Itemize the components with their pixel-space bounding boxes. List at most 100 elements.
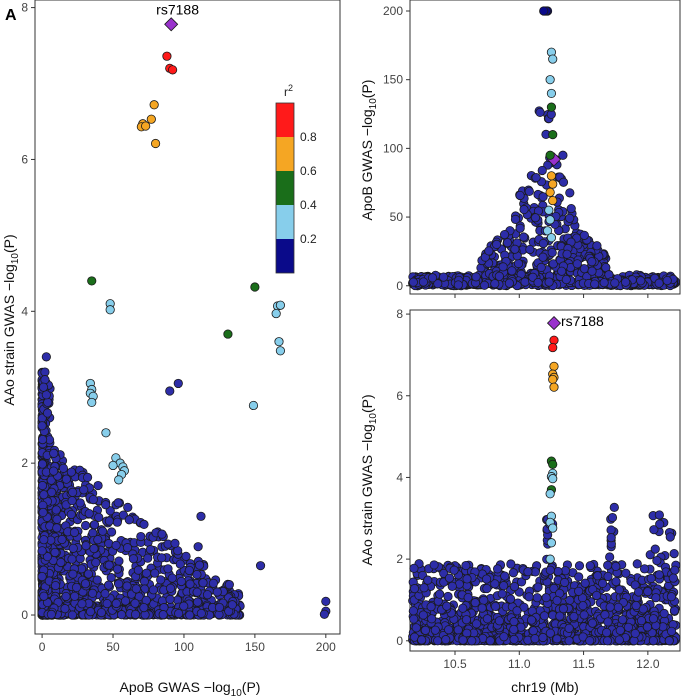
scatter-bg-point	[194, 560, 205, 570]
scatter-ytick-label: 0	[21, 608, 28, 622]
legend-tick-label: 0.6	[300, 164, 317, 178]
scatter-bg-point	[38, 507, 48, 518]
scatter-ld-point	[150, 138, 161, 149]
scatter-xtick-label: 200	[316, 640, 336, 654]
apob-bg-point	[498, 262, 508, 272]
apob-ld-point	[548, 179, 558, 189]
scatter-bg-point	[69, 527, 80, 538]
scatter-bg-point	[111, 540, 121, 550]
aao-bg-point	[418, 610, 428, 620]
scatter-bg-point	[163, 564, 173, 574]
legend-swatch	[276, 205, 294, 239]
aao-bg-point	[564, 636, 574, 646]
aao-ld-point	[548, 374, 558, 385]
scatter-bg-point	[39, 535, 49, 545]
aao-ld-point	[549, 382, 559, 392]
aao-bg-point	[506, 559, 516, 569]
aao-bg-point	[631, 600, 641, 611]
scatter-ld-point	[223, 329, 233, 339]
aao-bg-point	[539, 611, 550, 621]
aao-bg-point	[639, 564, 650, 574]
scatter-bg-point	[56, 557, 66, 568]
panel-label: A	[5, 7, 17, 24]
scatter-xtick-label: 150	[245, 640, 265, 654]
scatter-ld-point	[87, 397, 97, 408]
apob-ld-point	[548, 54, 558, 64]
apob-bg-point	[610, 278, 620, 288]
aao-bg-point	[461, 560, 471, 571]
scatter-y-title: AAo strain GWAS −log10(P)	[1, 234, 21, 405]
apob-bg-point	[530, 213, 541, 223]
aao-ytick-label: 2	[396, 552, 403, 566]
scatter-bg-point	[101, 500, 111, 510]
scatter-bg-point	[139, 576, 150, 586]
aao-bg-point	[578, 601, 588, 611]
aao-bg-point	[611, 561, 621, 571]
aao-xtick-label: 11.0	[508, 657, 531, 671]
aao-bg-point	[426, 602, 436, 612]
aao-bg-point	[605, 602, 615, 612]
scatter-bg-point	[123, 502, 133, 512]
scatter-bg-point	[47, 487, 57, 497]
scatter-bg-point	[61, 474, 71, 484]
scatter-panel: 0 2 4 6 8 0 50 100 150 200 rs7188 ApoB GWAS −log1…	[1, 0, 341, 698]
scatter-bg-point	[85, 607, 96, 617]
aao-bg-point	[602, 636, 613, 646]
legend-swatch-frame	[275, 102, 295, 274]
aao-bg-point	[494, 616, 505, 626]
aao-y-title: AAo strain GWAS −log10(P)	[359, 394, 379, 565]
apob-bg-point	[515, 223, 525, 233]
apob-bg-point	[504, 278, 515, 288]
apob-ld-point	[546, 171, 557, 181]
apob-bg-point	[533, 277, 543, 288]
aao-bg-point	[429, 560, 439, 570]
aao-ld-point	[548, 459, 558, 469]
aao-bg-point	[528, 626, 538, 636]
aao-bg-point	[614, 635, 624, 645]
scatter-x-title: ApoB GWAS −log10(P)	[120, 679, 261, 698]
aao-xtick-label: 10.5	[443, 657, 467, 671]
scatter-bg-point	[67, 554, 77, 564]
aao-bg-point	[433, 636, 443, 646]
scatter-bg-point	[165, 594, 175, 604]
apob-bg-point	[513, 258, 524, 269]
scatter-bg-point	[49, 466, 59, 476]
aao-bg-point	[423, 575, 433, 585]
apob-ld-point	[546, 102, 557, 112]
apob-bg-point	[408, 277, 418, 287]
apob-locus-panel: 0 50 100 150 200 ApoB GWAS −log10(P)	[359, 0, 681, 298]
scatter-bg-point	[60, 604, 70, 614]
scatter-ld-point	[149, 100, 159, 110]
r2-legend: r2 0.8 0.6 0.4 0.2	[275, 83, 317, 274]
scatter-bg-point	[46, 609, 56, 619]
scatter-bg-point	[68, 569, 78, 579]
legend-swatch	[276, 171, 294, 205]
scatter-bg-point	[57, 534, 67, 545]
scatter-bg-point	[83, 569, 94, 579]
scatter-bg-point	[104, 560, 114, 570]
aao-bg-point	[509, 624, 519, 635]
aao-bg-point	[605, 552, 615, 562]
scatter-bg-point	[157, 529, 167, 539]
aao-bg-point	[593, 571, 603, 581]
scatter-bg-point	[227, 600, 237, 610]
scatter-bg-point	[113, 498, 123, 508]
aao-bg-point	[621, 568, 631, 578]
scatter-ld-point	[168, 65, 178, 75]
scatter-bg-point	[40, 367, 50, 377]
scatter-bg-point	[88, 495, 98, 505]
aao-bg-point	[587, 618, 598, 628]
aao-ytick-label: 8	[396, 307, 403, 321]
scatter-bg-point	[157, 553, 167, 563]
apob-bg-point	[587, 266, 597, 276]
aao-bg-point	[632, 559, 642, 569]
apob-ytick-label: 50	[390, 210, 404, 224]
scatter-bg-point	[42, 552, 53, 562]
apob-ytick-label: 100	[383, 141, 403, 155]
scatter-bg-point	[116, 610, 127, 620]
apob-bg-point	[510, 214, 521, 224]
aao-ld-point	[545, 554, 555, 564]
scatter-bg-point	[42, 408, 53, 418]
aao-bg-point	[569, 611, 579, 622]
aao-bg-point	[552, 634, 562, 644]
